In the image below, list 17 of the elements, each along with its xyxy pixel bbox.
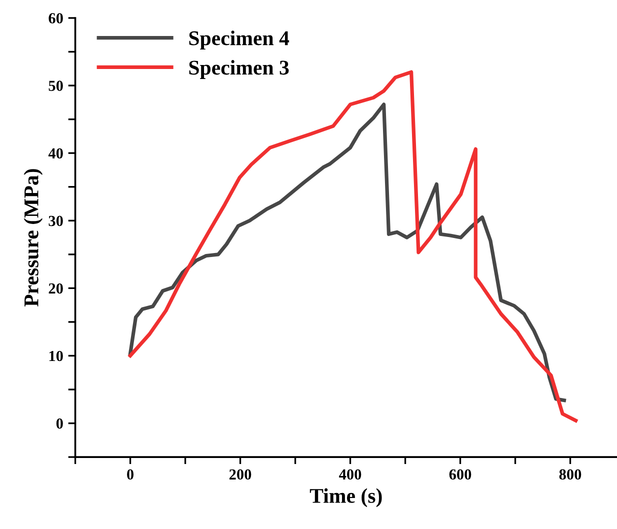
y-tick-label: 50 xyxy=(48,80,63,91)
x-tick-label: 400 xyxy=(339,469,362,480)
y-axis-title: Pressure (MPa) xyxy=(24,169,43,307)
y-tick-label: 10 xyxy=(49,350,63,362)
x-axis-title: Time (s) xyxy=(310,488,382,508)
y-tick-label: 60 xyxy=(48,13,63,24)
x-tick-label: 200 xyxy=(229,469,252,480)
legend-label: Specimen 4 xyxy=(189,30,290,50)
line-series xyxy=(128,102,566,402)
x-tick-label: 0 xyxy=(127,469,134,480)
legend-label: Specimen 3 xyxy=(189,60,289,79)
x-tick-label: 600 xyxy=(449,469,472,480)
y-tick-label: 20 xyxy=(48,283,63,294)
y-tick-label: 0 xyxy=(56,418,63,429)
x-tick-label: 800 xyxy=(559,469,582,480)
y-tick-label: 30 xyxy=(48,216,63,226)
y-tick-label: 40 xyxy=(48,148,63,159)
